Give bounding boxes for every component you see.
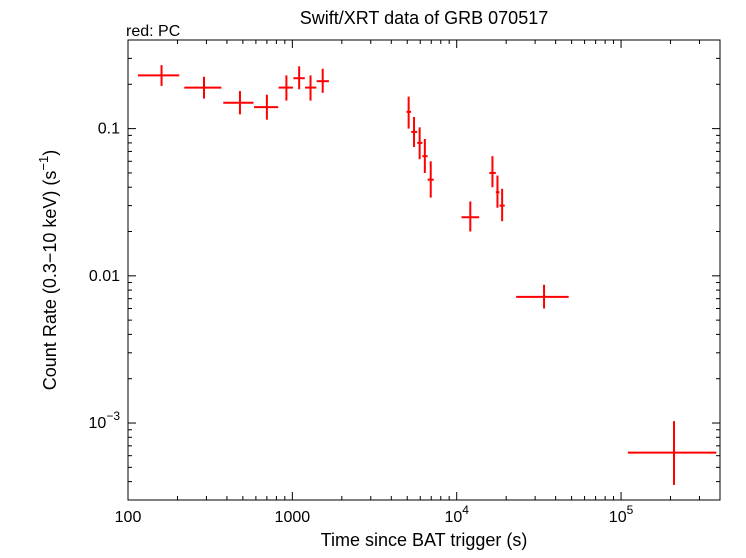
chart-svg: 100 1000 104 105 10−3 0.01 0.1 Swift/XRT data o… <box>0 0 746 558</box>
legend: red: PC <box>126 23 180 40</box>
data-series <box>138 65 716 485</box>
y-axis-label: Count Rate (0.3−10 keV) (s−1) <box>36 150 60 390</box>
chart-title: Swift/XRT data of GRB 070517 <box>300 8 548 28</box>
x-tick-label: 104 <box>444 503 469 526</box>
x-tick-label: 100 <box>115 509 142 526</box>
x-tick-label: 1000 <box>275 509 311 526</box>
plot-border <box>128 40 720 500</box>
y-tick-label: 10−3 <box>89 409 121 432</box>
x-tick-label: 105 <box>609 503 634 526</box>
chart-container: 100 1000 104 105 10−3 0.01 0.1 Swift/XRT data o… <box>0 0 746 558</box>
y-tick-label: 0.01 <box>89 268 120 285</box>
y-tick-label: 0.1 <box>98 121 120 138</box>
x-axis-label: Time since BAT trigger (s) <box>321 530 528 550</box>
